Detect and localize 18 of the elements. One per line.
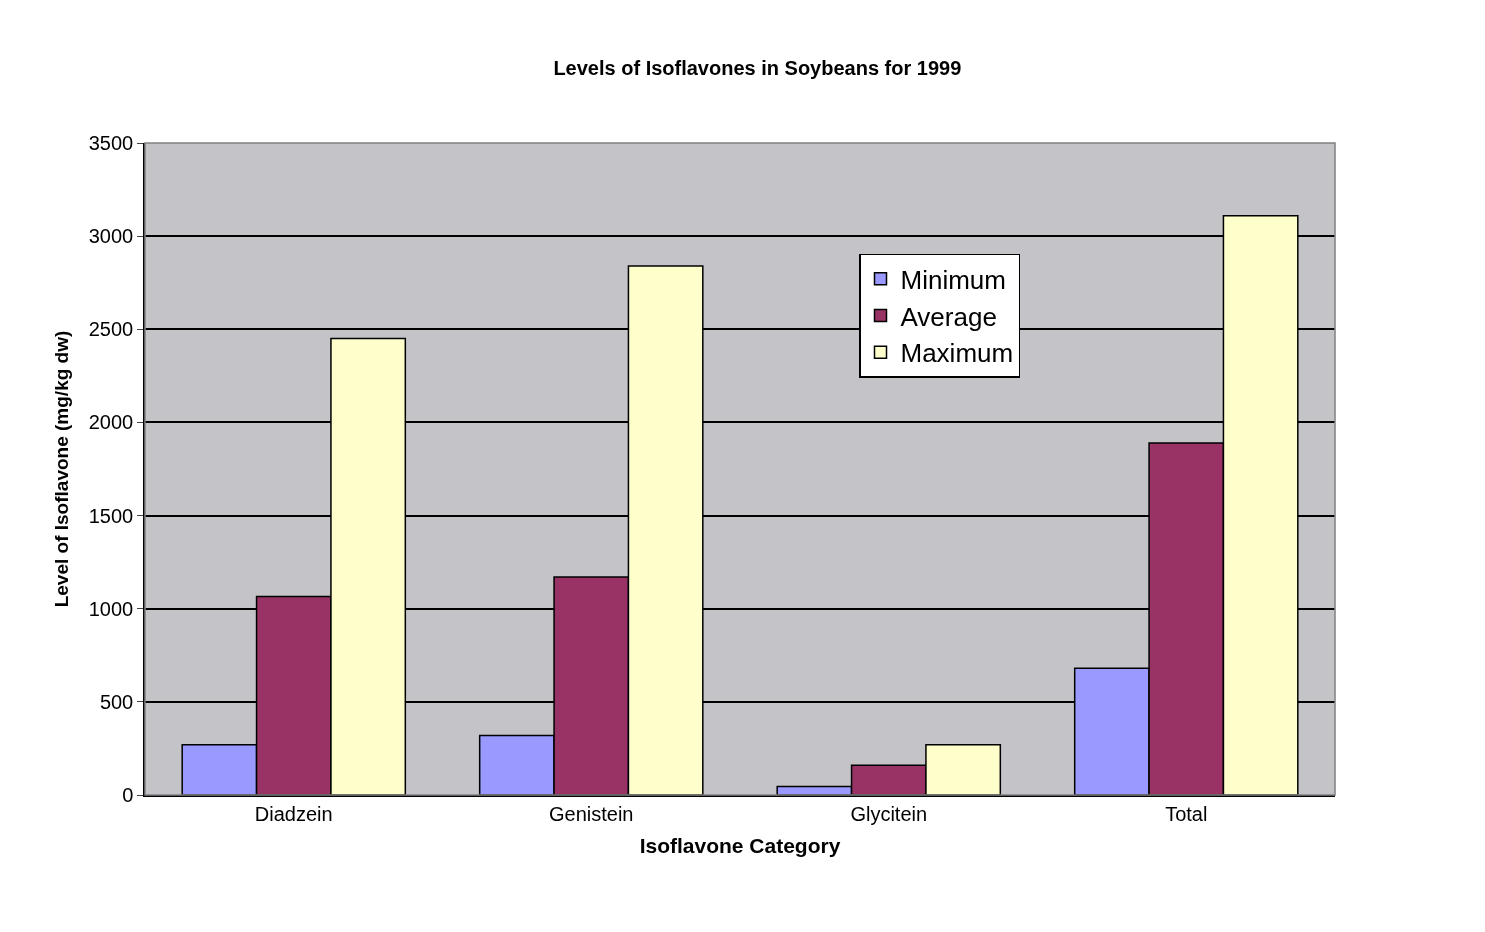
y-tick-label: 1000 <box>88 597 134 620</box>
x-tick-label: Diadzein <box>254 802 333 825</box>
y-axis-title: Level of Isoflavone (mg/kg dw) <box>51 330 73 608</box>
legend-label: Minimum <box>900 264 1006 295</box>
x-tick-label: Genistein <box>549 802 634 825</box>
x-tick-label: Total <box>1165 802 1208 825</box>
y-tick-label: 3500 <box>88 132 134 154</box>
y-tick-label: 500 <box>99 690 134 713</box>
x-tick-label: Glycitein <box>850 802 928 825</box>
legend-label: Average <box>900 301 997 332</box>
x-axis-title: Isoflavone Category <box>639 834 841 858</box>
y-tick-label: 1500 <box>88 504 134 527</box>
y-tick-label: 2500 <box>88 318 134 341</box>
chart-title: Levels of Isoflavones in Soybeans for 1999 <box>553 56 962 79</box>
y-tick-label: 2000 <box>88 411 134 434</box>
legend-label: Maximum <box>900 338 1014 369</box>
y-tick-label: 3000 <box>88 225 134 248</box>
y-tick-label: 0 <box>122 784 134 806</box>
